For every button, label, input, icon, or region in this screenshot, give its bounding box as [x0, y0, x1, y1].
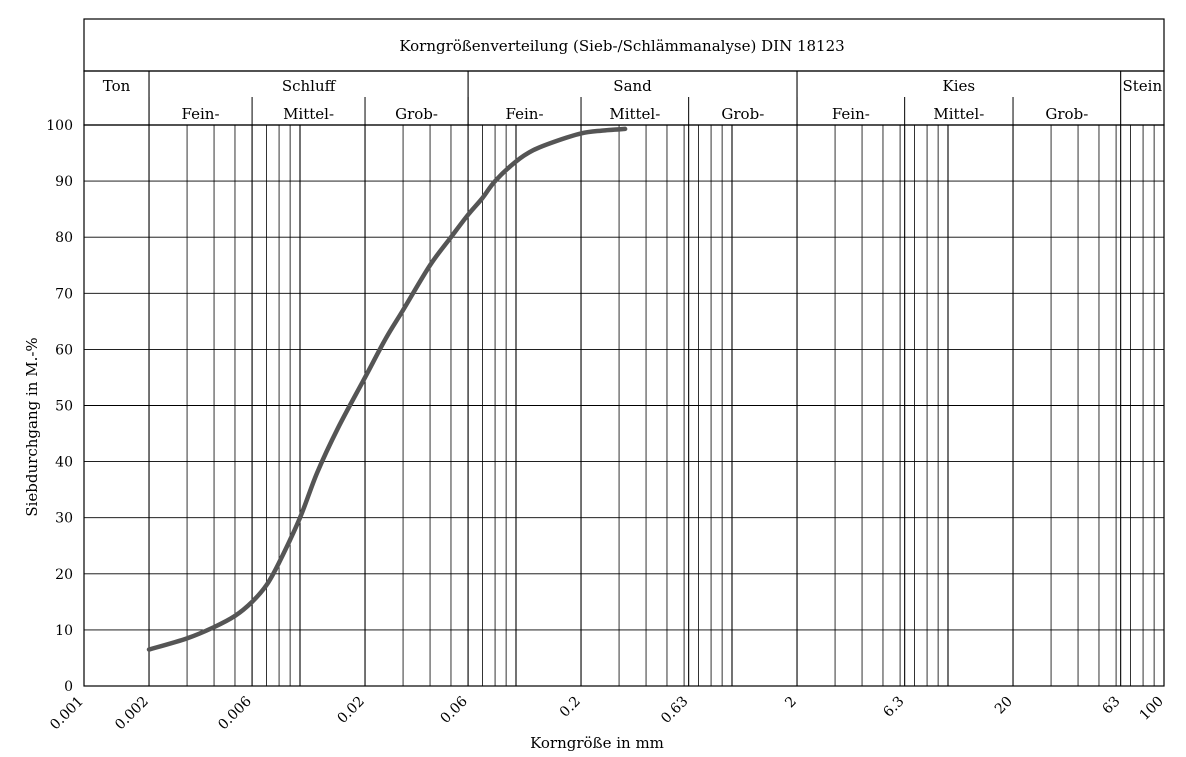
y-tick-label: 50 [55, 399, 73, 415]
y-tick-label: 20 [55, 567, 73, 583]
y-tick-label: 60 [55, 342, 73, 358]
y-tick-label: 10 [55, 623, 73, 639]
soil-subclass-label: Fein- [182, 105, 220, 123]
x-tick-label: 0.006 [215, 693, 255, 733]
soil-class-label: Ton [103, 77, 131, 95]
x-tick-label: 0.63 [658, 694, 691, 727]
x-tick-label: 0.2 [557, 694, 584, 721]
x-tick-label: 0.001 [47, 694, 87, 734]
x-tick-label: 0.002 [112, 694, 152, 734]
grid-layer [83, 124, 1165, 687]
soil-class-label: Sand [613, 77, 652, 95]
y-tick-label: 100 [46, 118, 73, 134]
soil-class-label: Kies [943, 77, 976, 95]
x-tick-label: 6.3 [880, 694, 907, 721]
y-tick-label: 80 [55, 230, 73, 246]
grading-curve [146, 126, 628, 652]
soil-subclass-label: Fein- [832, 105, 870, 123]
y-tick-label: 70 [55, 286, 73, 302]
soil-subclass-label: Grob- [395, 105, 438, 123]
x-tick-label: 0.06 [438, 693, 471, 726]
x-tick-label: 20 [992, 694, 1016, 718]
y-axis-label: Siebdurchgang in M.-% [23, 337, 41, 516]
y-tick-label: 0 [64, 679, 73, 695]
x-tick-labels: 0.001 0.002 0.006 0.02 0.06 0.2 0.63 2 6.3 20 63 10… [47, 693, 1167, 733]
soil-subclass-label: Mittel- [283, 105, 334, 123]
soil-subclass-label: Grob- [1045, 105, 1088, 123]
soil-class-label: Stein [1123, 77, 1163, 95]
soil-class-label: Schluff [282, 77, 337, 95]
soil-subclass-label: Mittel- [933, 105, 984, 123]
soil-class-header-layer: Ton Schluff Sand Kies Stein Fein- Mittel- Grob-… [103, 71, 1163, 125]
series-layer [146, 126, 628, 652]
y-tick-label: 40 [55, 455, 73, 471]
y-tick-labels: 0 10 20 30 40 50 60 70 80 90 100 [46, 118, 73, 695]
x-tick-label: 100 [1137, 694, 1167, 724]
soil-subclass-label: Grob- [721, 105, 764, 123]
chart-title: Korngrößenverteilung (Sieb-/Schlämmanaly… [399, 37, 844, 55]
x-tick-label: 63 [1100, 694, 1124, 718]
y-tick-label: 30 [55, 511, 73, 527]
soil-subclass-label: Fein- [506, 105, 544, 123]
x-tick-label: 2 [782, 694, 800, 712]
soil-subclass-label: Mittel- [609, 105, 660, 123]
x-axis-label: Korngröße in mm [530, 734, 664, 752]
x-tick-label: 0.02 [334, 694, 367, 727]
y-tick-label: 90 [55, 174, 73, 190]
